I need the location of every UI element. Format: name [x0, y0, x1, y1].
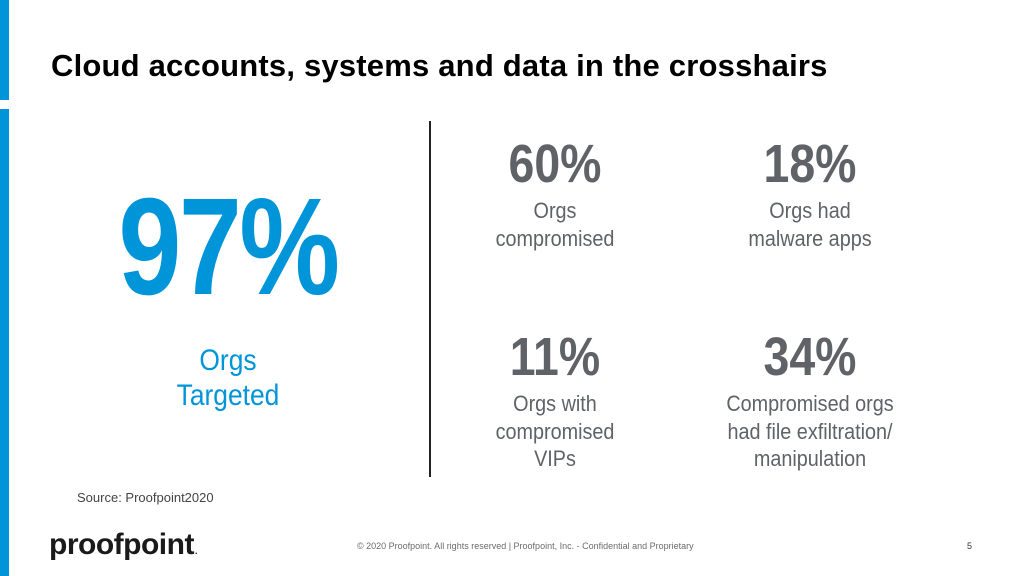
stat-label: Orgs compromised [452, 197, 659, 252]
stat-label-line: Compromised orgs [726, 391, 894, 416]
hero-stat-label: Orgs Targeted [105, 344, 351, 414]
proofpoint-logo: proofpoint. [49, 530, 197, 560]
accent-bar-bottom [0, 109, 9, 576]
stat-label-line: compromised [495, 418, 615, 444]
stat-file-exfiltration: 34% Compromised orgs had file exfiltrati… [695, 330, 925, 473]
stat-orgs-compromised: 60% Orgs compromised [440, 137, 670, 252]
stat-label-line: Orgs had [769, 198, 851, 223]
stat-value: 60% [508, 134, 602, 194]
stat-label: Orgs had malware apps [707, 197, 914, 252]
stat-value: 34% [763, 327, 857, 387]
logo-text: proofpoint [49, 528, 194, 561]
accent-bar-top [0, 0, 9, 100]
page-number: 5 [967, 541, 973, 551]
stat-label-line: malware apps [748, 225, 872, 251]
stat-compromised-vips: 11% Orgs with compromised VIPs [440, 330, 670, 473]
footer-copyright: © 2020 Proofpoint. All rights reserved |… [357, 541, 694, 551]
stat-label-line: Orgs [533, 198, 577, 223]
vertical-divider [429, 121, 431, 477]
stat-value: 11% [509, 327, 601, 387]
stat-label-line: compromised [495, 225, 615, 251]
hero-stat-value: 97% [118, 170, 340, 324]
stat-label-line: VIPs [534, 446, 576, 472]
hero-stat-label-line1: Orgs [199, 344, 257, 377]
source-note: Source: Proofpoint2020 [77, 490, 214, 505]
stat-label-line: manipulation [753, 446, 867, 472]
stat-label-line: had file exfiltration/ [727, 418, 893, 444]
stat-label: Compromised orgs had file exfiltration/ … [707, 390, 914, 473]
stat-value: 18% [763, 134, 857, 194]
stat-label: Orgs with compromised VIPs [452, 390, 659, 473]
hero-stat: 97% Orgs Targeted [88, 178, 368, 414]
logo-mark: . [194, 546, 198, 556]
slide-title: Cloud accounts, systems and data in the … [51, 48, 828, 83]
hero-stat-label-line2: Targeted [176, 378, 280, 412]
stat-label-line: Orgs with [513, 391, 597, 416]
stat-malware-apps: 18% Orgs had malware apps [695, 137, 925, 252]
